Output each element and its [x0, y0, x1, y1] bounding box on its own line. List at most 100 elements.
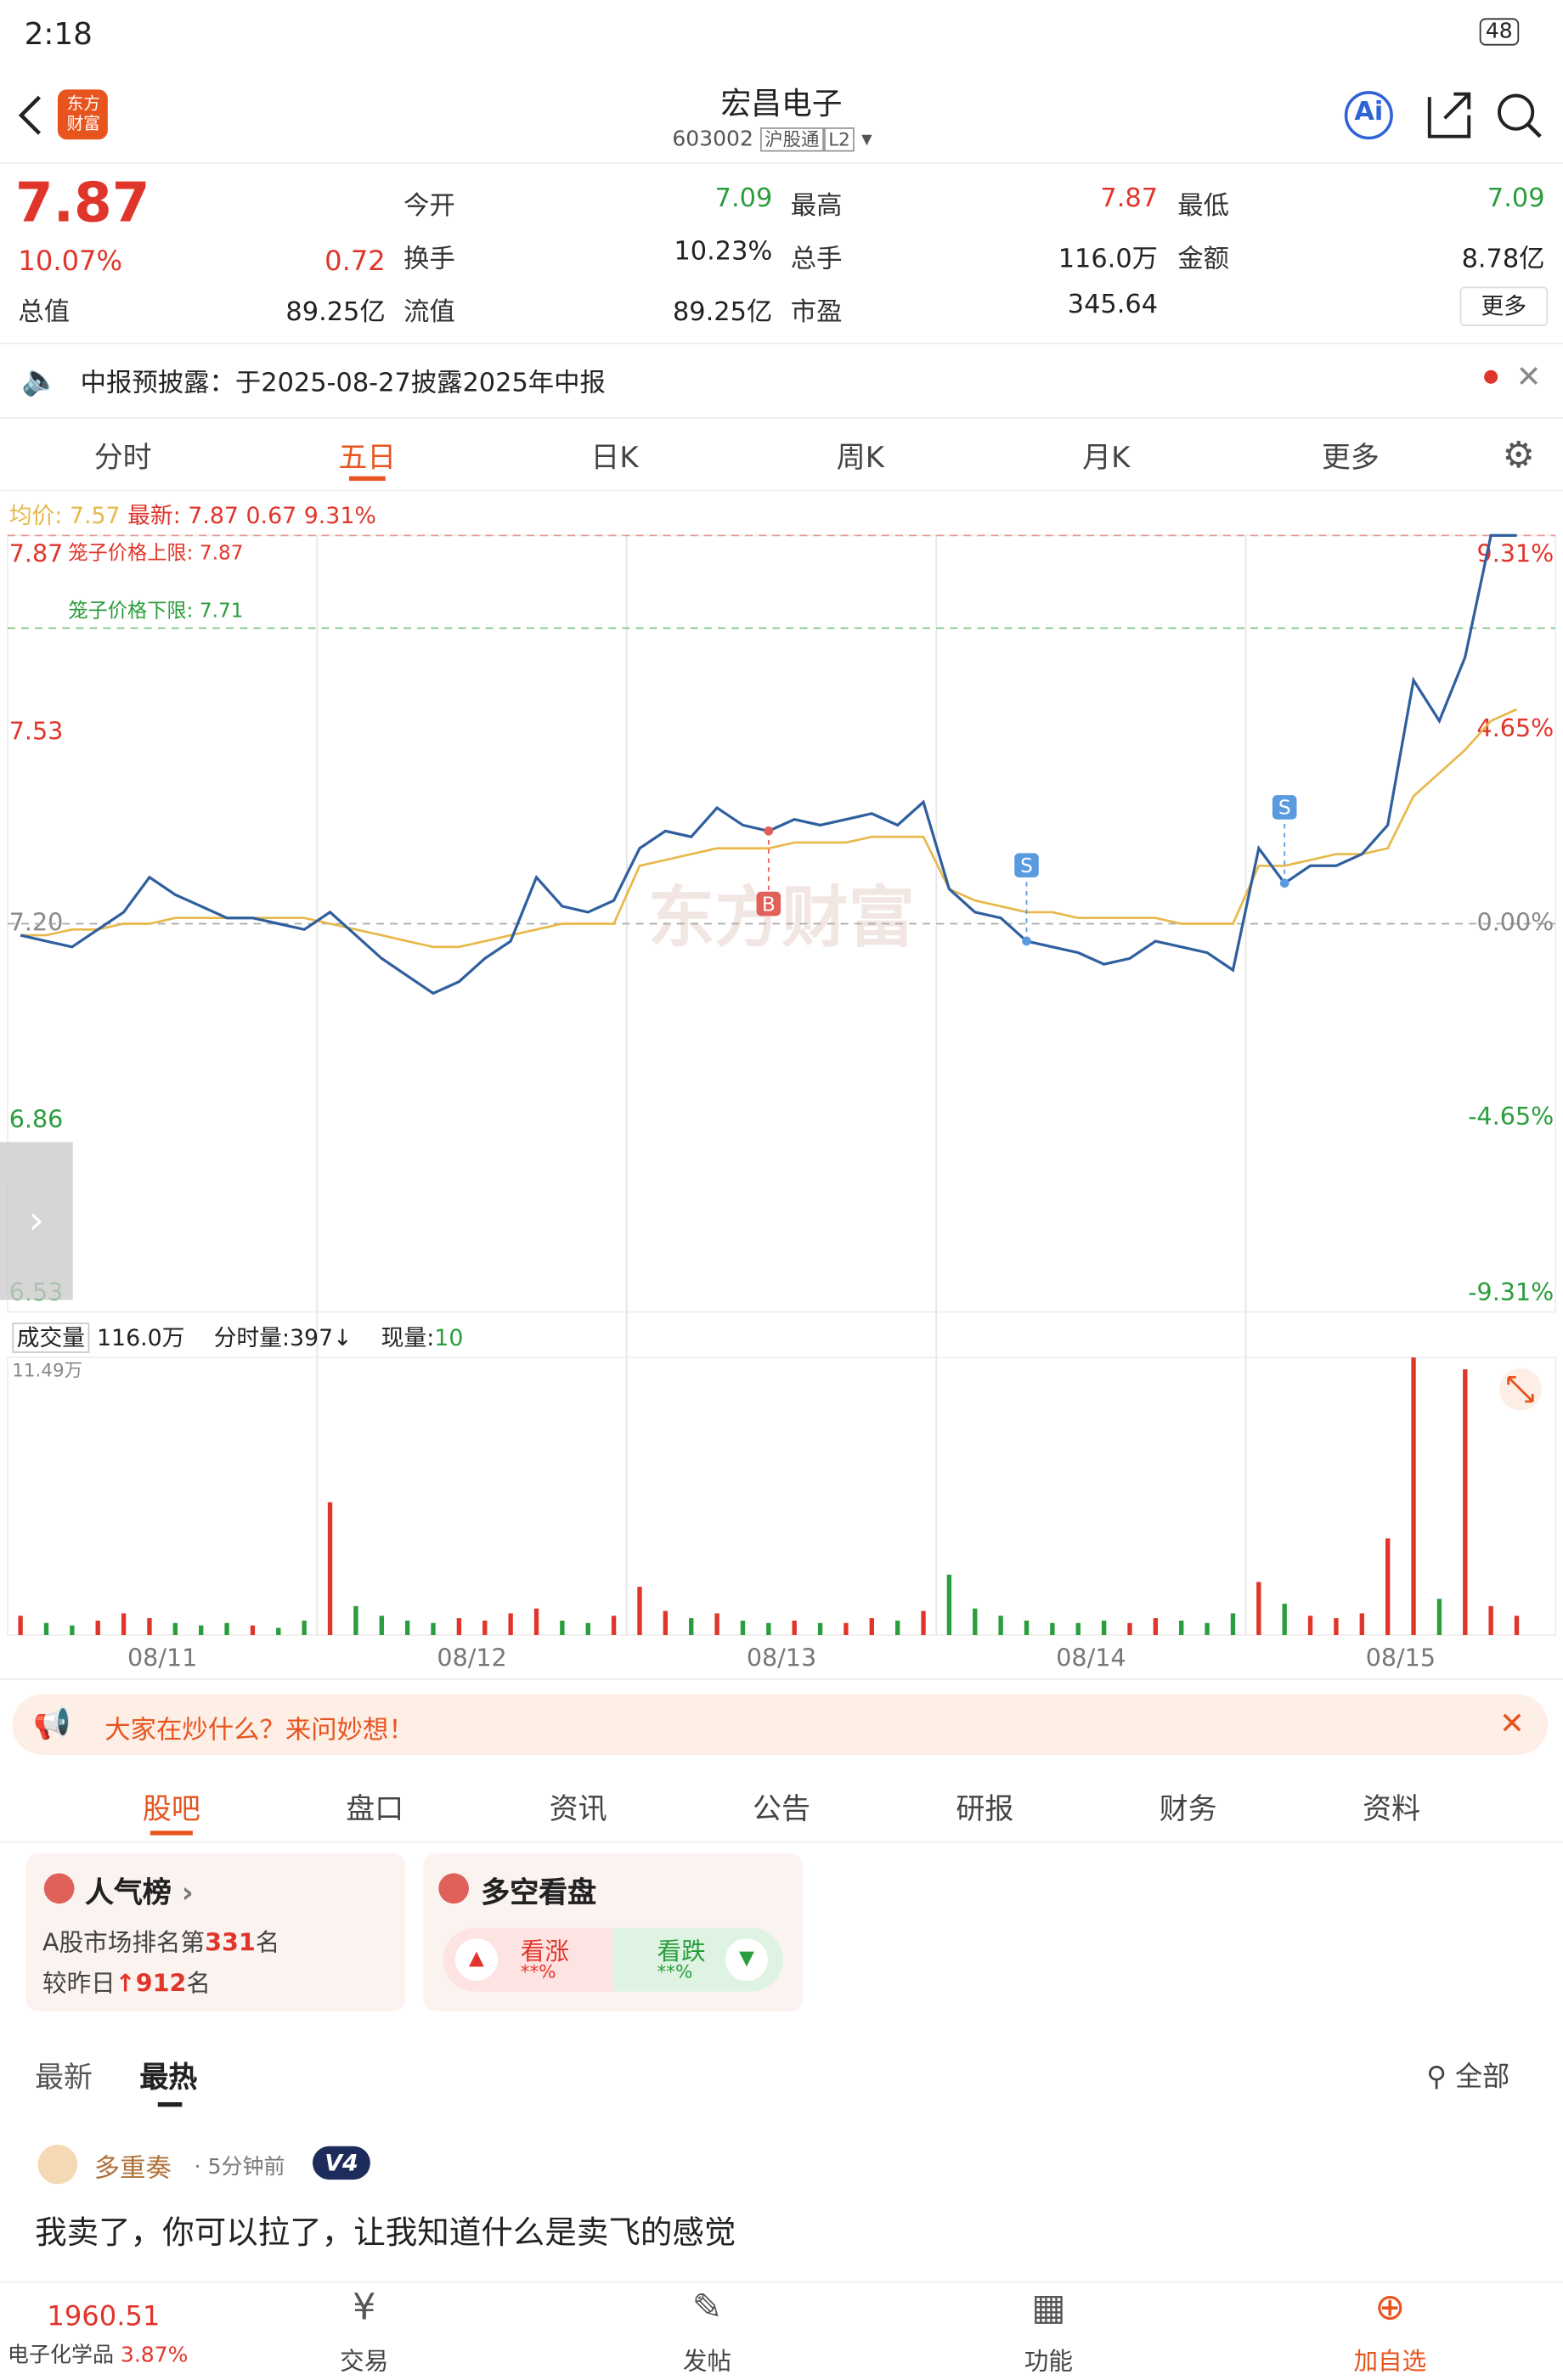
volume-bar: [740, 1620, 746, 1635]
field-value: 8.78亿: [1461, 244, 1545, 275]
volume-bar: [869, 1618, 874, 1635]
chart: 东方财富7.877.537.206.866.539.31%4.65%0.00%-…: [0, 533, 1563, 1680]
y2-tick-label: 4.65%: [1477, 713, 1555, 742]
x-tick-label: 08/15: [1366, 1644, 1436, 1672]
change-pct: 10.07%: [18, 245, 123, 278]
volume-bar: [276, 1627, 281, 1635]
index-value[interactable]: 1960.51: [47, 2300, 161, 2333]
post-content[interactable]: 我卖了，你可以拉了，让我知道什么是卖飞的感觉: [35, 2214, 736, 2251]
volume-bar: [1307, 1616, 1313, 1635]
settings[interactable]: ⚙: [1502, 433, 1535, 477]
volume-bar: [250, 1625, 256, 1635]
field-label: 总手: [790, 244, 843, 275]
divider: [0, 162, 1563, 164]
feed-underline: [157, 2101, 183, 2107]
volume-bar: [560, 1620, 565, 1635]
post-user[interactable]: 多重奏: [93, 2153, 172, 2185]
volume-bar: [147, 1618, 152, 1635]
rank-card[interactable]: [25, 1853, 405, 2011]
volume-bar: [817, 1622, 823, 1635]
dot: [1484, 369, 1498, 384]
feed-tab[interactable]: 最新: [35, 2061, 93, 2095]
bottom-item[interactable]: 交易: [340, 2346, 389, 2376]
volume-bar: [1256, 1582, 1261, 1635]
rank-line1: A股市场排名第331名: [42, 1921, 279, 1958]
tab[interactable]: 更多: [1321, 441, 1380, 475]
up-icon: ▲: [454, 1938, 498, 1982]
close[interactable]: ✕: [1515, 358, 1542, 395]
subtab-underline: [150, 1830, 193, 1836]
field-label: 流值: [403, 296, 455, 328]
volume-bar: [1385, 1538, 1391, 1635]
subtab[interactable]: 财务: [1159, 1792, 1217, 1826]
marker-label: B: [762, 893, 776, 916]
subtab[interactable]: 资料: [1363, 1792, 1421, 1826]
bottom-item[interactable]: 发帖: [682, 2346, 732, 2376]
subtab[interactable]: 盘口: [346, 1792, 404, 1826]
subtab[interactable]: 研报: [956, 1792, 1014, 1826]
field-value: 89.25亿: [285, 296, 386, 328]
logo: 东方财富: [66, 93, 100, 134]
vol-label[interactable]: 成交量: [12, 1323, 90, 1353]
volume-bar: [689, 1618, 694, 1635]
filter[interactable]: ⚲ 全部: [1426, 2061, 1510, 2094]
banner-close[interactable]: ✕: [1498, 1705, 1525, 1741]
volume-bar: [1153, 1618, 1159, 1635]
change: 0.67: [245, 502, 297, 530]
field-value: 345.64: [1067, 290, 1159, 320]
avatar[interactable]: [37, 2144, 78, 2185]
tab[interactable]: 分时: [93, 441, 152, 475]
t: 电子化学品: [7, 2343, 114, 2368]
bottom-icon: ¥: [353, 2286, 376, 2329]
tab[interactable]: 日K: [590, 441, 639, 475]
code: 603002: [672, 127, 753, 152]
volume-bar: [1230, 1613, 1236, 1635]
latest: 7.87: [188, 502, 239, 530]
banner[interactable]: [12, 1694, 1549, 1756]
tab[interactable]: 周K: [836, 441, 885, 475]
volume-bar: [1514, 1616, 1520, 1635]
chart-info: 均价: 7.57 最新: 7.87 0.67 9.31%: [9, 499, 376, 530]
bottom-bar: [0, 2281, 1563, 2380]
subtab[interactable]: 公告: [753, 1792, 810, 1826]
field-label: 市盈: [790, 296, 843, 328]
volume-bar: [508, 1613, 513, 1635]
volume-bar: [302, 1620, 307, 1635]
x-tick-label: 08/11: [127, 1644, 197, 1672]
volume-bar: [224, 1622, 229, 1635]
subtab[interactable]: 资讯: [549, 1792, 607, 1826]
more-button[interactable]: 更多: [1459, 286, 1549, 326]
y-tick-label: 7.53: [9, 716, 64, 745]
subtab[interactable]: 股吧: [142, 1792, 200, 1826]
volume-bar: [1075, 1622, 1081, 1635]
notice-icon: 🔈: [21, 360, 59, 398]
marker: [1014, 853, 1039, 877]
volume-bar: [894, 1620, 900, 1635]
tab[interactable]: 五日: [338, 441, 397, 475]
notice-text[interactable]: 中报预披露：于2025-08-27披露2025年中报: [80, 368, 606, 399]
tag: 沪股通: [759, 127, 824, 152]
bottom-icon: ✎: [691, 2286, 723, 2329]
feed-tab[interactable]: 最热: [139, 2061, 198, 2095]
t: 名: [186, 1968, 212, 1998]
x-tick-label: 08/12: [437, 1644, 506, 1672]
banner-text[interactable]: 大家在炒什么？来问妙想！: [104, 1715, 415, 1746]
tab[interactable]: 月K: [1082, 441, 1131, 475]
watermark: 东方财富: [648, 878, 915, 956]
volume-bar: [1179, 1620, 1184, 1635]
status-time: 2:18: [24, 14, 93, 52]
vol-now-label: 现量:: [381, 1323, 435, 1352]
bottom-item[interactable]: 功能: [1024, 2346, 1073, 2376]
price-line: [20, 708, 1518, 949]
y-tick-label: 7.20: [9, 908, 64, 937]
volume-bar: [792, 1620, 797, 1635]
tag: L2: [823, 127, 855, 152]
t: 名: [255, 1927, 280, 1957]
post-time: · 5分钟前: [194, 2155, 285, 2180]
side-handle[interactable]: ›: [0, 1142, 73, 1300]
volume-bar: [70, 1625, 75, 1635]
ai-button[interactable]: Ai: [1354, 97, 1384, 127]
bottom-item[interactable]: 加自选: [1353, 2346, 1427, 2376]
post-badge: V4: [313, 2146, 370, 2180]
